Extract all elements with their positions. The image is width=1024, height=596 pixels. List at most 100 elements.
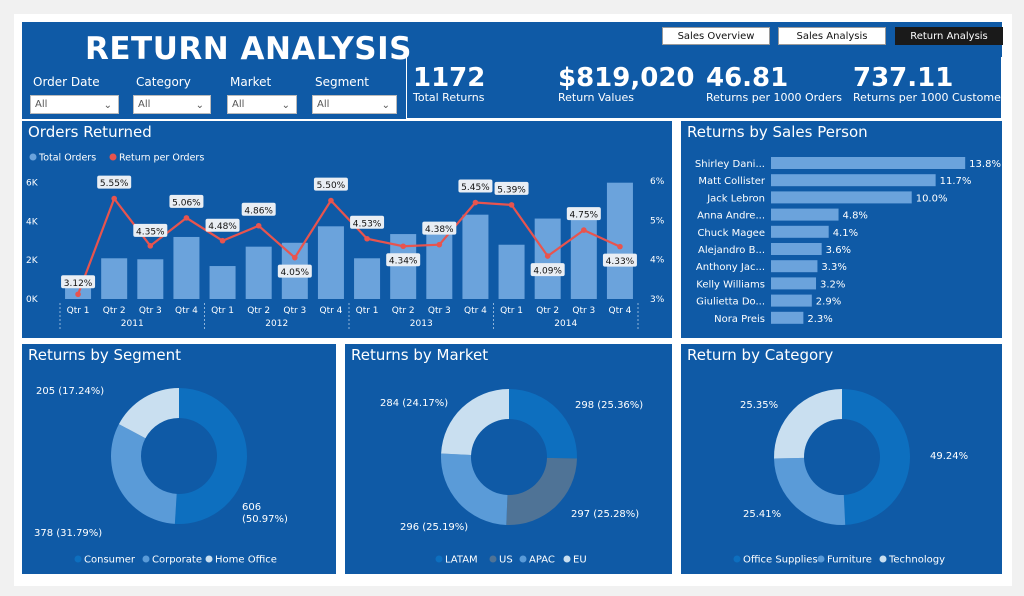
sales-person-value: 11.7% (940, 176, 972, 187)
data-label-bg (61, 275, 96, 289)
data-label: 5.50% (317, 181, 346, 191)
point-return-per-orders (147, 243, 154, 249)
point-return-per-orders (75, 291, 81, 298)
sales-person-bar (771, 225, 829, 238)
sales-person-label: Alejandro B... (698, 245, 765, 256)
kpi-label: Total Returns (413, 91, 485, 104)
y-tick-label: 4K (26, 217, 39, 227)
donut-label: 25.35% (740, 400, 778, 411)
data-label-bg (97, 175, 132, 189)
data-label-bg (602, 253, 637, 267)
tab-sales-analysis[interactable]: Sales Analysis (778, 27, 886, 45)
data-label: 4.48% (208, 222, 237, 232)
sales-person-bar (771, 191, 912, 204)
point-return-per-orders (508, 202, 515, 208)
data-label-bg (133, 223, 168, 237)
donut-slice (842, 389, 910, 525)
filter-market-dropdown[interactable]: All ⌄ (227, 95, 297, 114)
y2-tick-label: 5% (650, 216, 665, 226)
x-tick-label: Qtr 4 (175, 306, 198, 316)
orders-returned-panel: Orders Returned Total Orders Return per O… (22, 121, 672, 338)
chevron-down-icon: ⌄ (103, 100, 112, 111)
filter-segment-value: All (317, 99, 330, 110)
sales-person-label: Shirley Dani... (695, 159, 765, 170)
legend-label: EU (573, 555, 587, 566)
x-tick-label: Qtr 2 (247, 306, 270, 316)
point-return-per-orders (472, 199, 479, 206)
segment-panel: Returns by Segment 606 (50.97%) 378 (31.79… (22, 344, 336, 574)
donut-slice (774, 389, 842, 459)
data-label: 5.45% (461, 183, 490, 193)
data-label-bg (386, 253, 421, 267)
x-tick-label: Qtr 3 (572, 306, 595, 316)
year-label: 2012 (265, 319, 288, 329)
data-label: 4.86% (244, 206, 273, 216)
bar-total-orders (462, 214, 489, 299)
legend-label: Home Office (215, 555, 277, 566)
filter-segment-dropdown[interactable]: All ⌄ (312, 95, 397, 114)
donut-label: 296 (25.19%) (400, 522, 468, 533)
donut-slice (509, 389, 577, 459)
filter-category-dropdown[interactable]: All ⌄ (133, 95, 211, 114)
bar-total-orders (173, 236, 200, 299)
data-label-bg (530, 263, 565, 277)
market-panel: Returns by Market 298 (25.36%) 297 (25.28… (345, 344, 672, 574)
filter-order-date-dropdown[interactable]: All ⌄ (30, 95, 119, 114)
category-panel: Return by Category 49.24% 25.41% 25.35% Off… (681, 344, 1002, 574)
legend-label: LATAM (445, 555, 478, 566)
filter-label-market: Market (230, 75, 272, 89)
donut-slice (174, 388, 248, 524)
data-label: 4.75% (570, 211, 599, 221)
chevron-down-icon: ⌄ (195, 100, 204, 111)
data-label: 5.55% (100, 179, 129, 189)
donut-label: 297 (25.28%) (571, 509, 639, 520)
sales-person-value: 10.0% (916, 193, 948, 204)
tab-return-analysis[interactable]: Return Analysis (895, 27, 1003, 45)
y-tick-label: 2K (26, 256, 39, 266)
sales-person-bar (771, 208, 839, 221)
data-label-bg (205, 218, 240, 232)
y2-tick-label: 3% (650, 295, 665, 305)
x-tick-label: Qtr 2 (536, 306, 559, 316)
donut-slice (118, 388, 179, 439)
sales-person-bar (771, 174, 936, 187)
sales-person-bar (771, 277, 817, 290)
kpi-return-values: $819,020 Return Values (558, 63, 695, 104)
legend-marker (563, 555, 571, 563)
kpi-card-group (406, 57, 1002, 119)
sales-person-label: Matt Collister (698, 176, 765, 187)
filter-label-order-date: Order Date (33, 75, 100, 89)
data-label-bg (494, 181, 529, 195)
sales-person-value: 3.2% (820, 279, 845, 290)
x-tick-label: Qtr 1 (67, 306, 90, 316)
point-return-per-orders (111, 195, 117, 202)
x-tick-label: Qtr 4 (608, 306, 631, 316)
point-return-per-orders (400, 243, 406, 250)
chevron-down-icon: ⌄ (281, 100, 290, 111)
donut-slice (506, 457, 577, 525)
bar-total-orders (354, 258, 381, 299)
tab-sales-overview[interactable]: Sales Overview (662, 27, 770, 45)
x-tick-label: Qtr 3 (283, 306, 306, 316)
point-return-per-orders (219, 237, 226, 244)
point-return-per-orders (581, 227, 587, 233)
filter-label-category: Category (136, 75, 191, 89)
sales-person-label: Kelly Williams (696, 279, 765, 290)
sales-person-panel: Returns by Sales Person Shirley Dani... 1… (681, 121, 1002, 338)
bar-total-orders (317, 226, 344, 299)
point-return-per-orders (183, 215, 190, 221)
sales-person-value: 13.8% (969, 159, 1001, 170)
legend-label: Consumer (84, 555, 136, 566)
kpi-value: 46.81 (706, 63, 789, 93)
data-label: 4.33% (606, 257, 635, 267)
point-return-per-orders (436, 241, 443, 248)
data-label-bg (350, 215, 385, 229)
sales-person-title: Returns by Sales Person (687, 123, 868, 141)
legend-marker (74, 555, 82, 563)
donut-label: 284 (24.17%) (380, 398, 448, 409)
donut-label: 49.24% (930, 451, 968, 462)
kpi-returns-per-1000-orders: 46.81 Returns per 1000 Orders (706, 63, 842, 104)
donut-slice (441, 453, 508, 525)
sales-person-label: Anthony Jac... (696, 262, 765, 273)
sales-person-label: Jack Lebron (706, 193, 765, 204)
